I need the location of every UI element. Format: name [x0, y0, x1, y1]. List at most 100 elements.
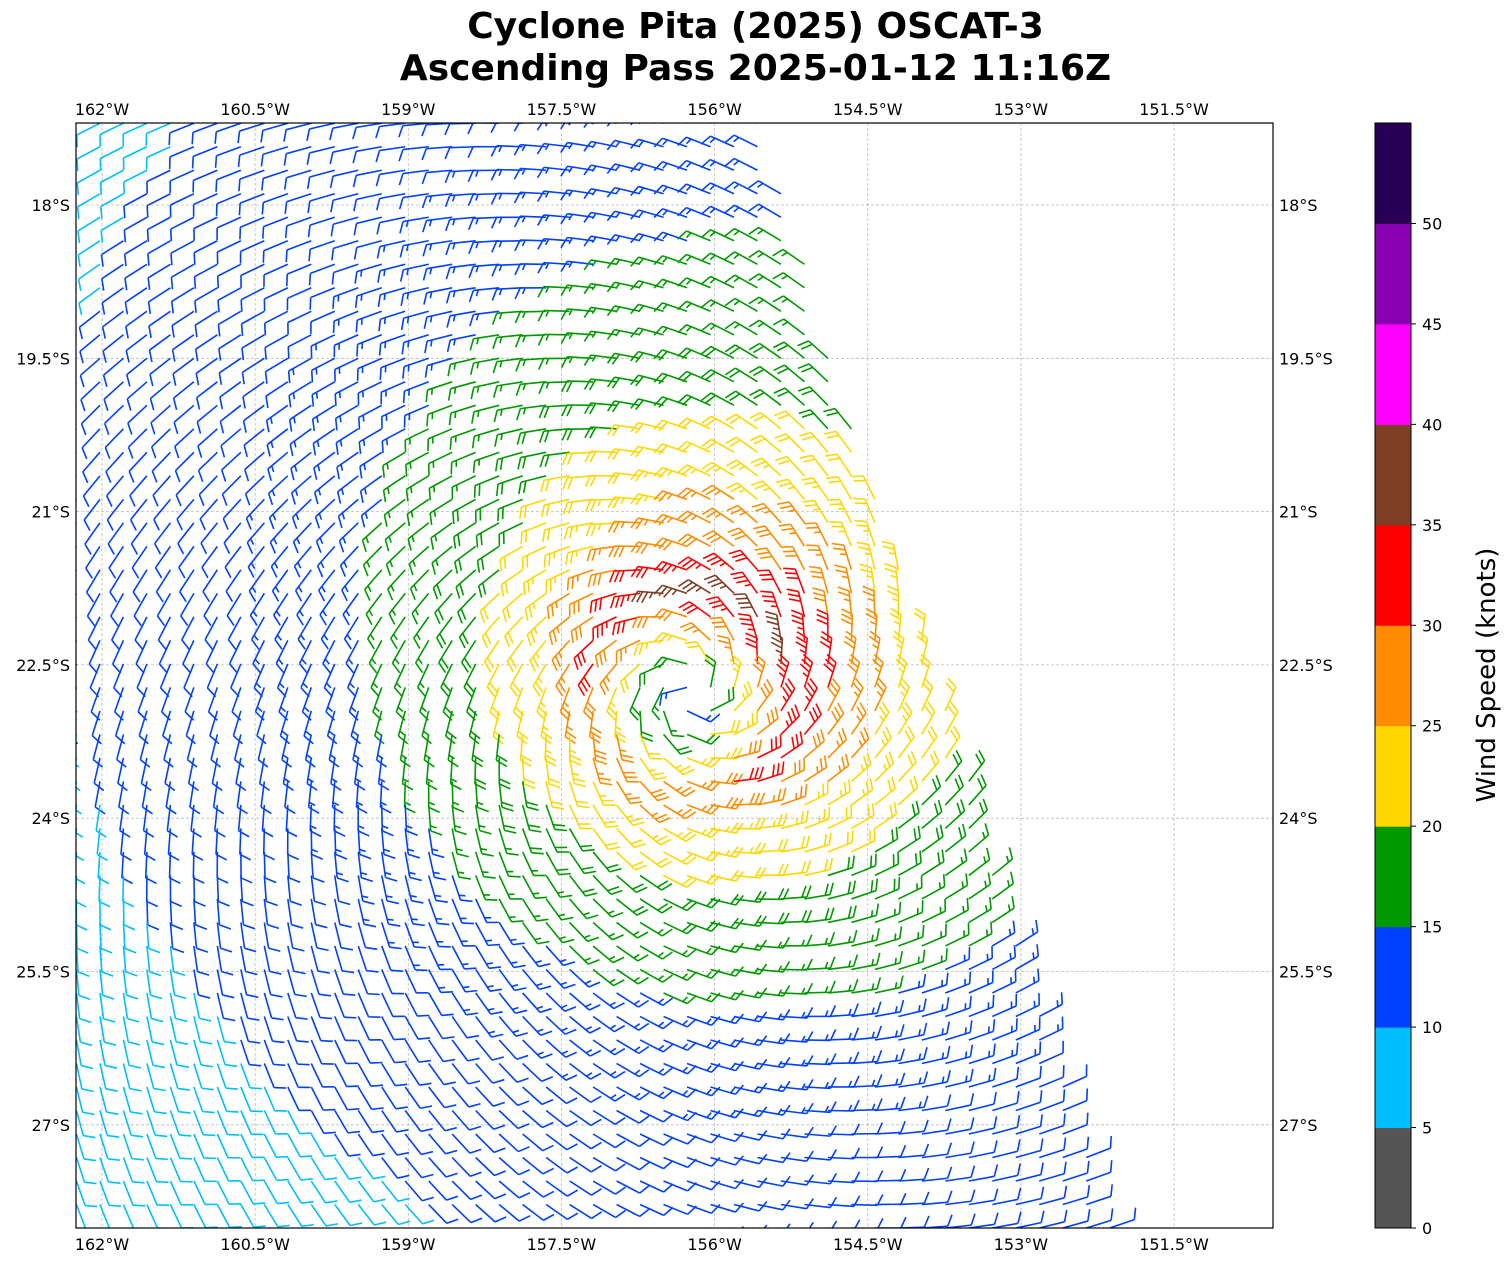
barb-staff [739, 549, 759, 571]
barb-full [916, 635, 927, 645]
wind-barb [498, 922, 525, 946]
barb-full [219, 396, 224, 410]
wind-barb [545, 921, 575, 944]
barb-full [920, 653, 931, 664]
wind-barb [310, 875, 327, 906]
barb-staff [310, 922, 318, 949]
barb-full [658, 515, 668, 526]
barb-full [138, 735, 149, 745]
barb-staff [451, 451, 476, 464]
barb-full [982, 798, 989, 811]
wind-barb [524, 592, 547, 621]
wind-barb [797, 340, 829, 359]
barb-full [583, 259, 592, 271]
wind-barb [156, 592, 172, 627]
barb-staff [827, 764, 850, 783]
barb-full [586, 701, 597, 712]
barb-full [801, 885, 807, 898]
barb-full [777, 912, 785, 924]
wind-barb [569, 898, 599, 920]
barb-half [983, 856, 987, 863]
wind-barb [316, 545, 336, 578]
barb-staff [489, 687, 500, 713]
wind-barb [451, 475, 477, 500]
barb-full [147, 301, 152, 314]
barb-full [724, 227, 736, 237]
barb-staff [218, 357, 242, 374]
barb-half [816, 766, 819, 773]
barb-staff [686, 780, 712, 792]
wind-barb [733, 739, 763, 759]
wind-barb [314, 498, 336, 529]
barb-full [289, 443, 294, 457]
wind-barb [850, 677, 864, 712]
barb-staff [76, 569, 78, 573]
wind-barb [262, 828, 275, 861]
wind-barb [653, 255, 688, 266]
wind-barb [865, 607, 878, 641]
barb-half [620, 497, 625, 505]
barb-full [309, 297, 312, 310]
barb-full [681, 419, 692, 429]
barb-full [863, 727, 870, 739]
wind-barb [427, 828, 445, 859]
barb-staff [827, 866, 853, 877]
barb-full [158, 663, 168, 674]
barb-full [846, 663, 857, 673]
barb-full [497, 508, 500, 522]
barb-staff [662, 733, 682, 755]
barb-half [893, 620, 901, 626]
wind-barb [92, 734, 104, 768]
barb-full [241, 372, 245, 385]
barb-half [1031, 928, 1035, 935]
barb-full [829, 907, 835, 920]
wind-barb [216, 875, 230, 907]
barb-staff [473, 286, 500, 292]
barb-full [919, 658, 930, 669]
wind-barb [220, 451, 242, 482]
barb-staff [264, 310, 289, 324]
wind-barb [102, 357, 124, 387]
barb-full [748, 226, 760, 235]
barb-half [408, 871, 416, 875]
barb-full [76, 947, 89, 954]
barb-half [782, 695, 788, 703]
wind-barb [393, 663, 406, 698]
barb-full [461, 632, 469, 645]
barb-full [367, 638, 375, 650]
wind-barb [710, 796, 744, 810]
wind-barb [724, 321, 758, 336]
barb-staff [241, 334, 265, 349]
wind-barb [663, 851, 697, 865]
barb-staff [555, 663, 571, 687]
barb-full [142, 806, 153, 815]
barb-staff [380, 875, 388, 902]
barb-full [567, 501, 574, 514]
barb-full [471, 759, 483, 768]
barb-full [753, 391, 765, 400]
wind-barb [653, 608, 688, 622]
barb-full [656, 857, 668, 866]
barb-full [752, 663, 763, 673]
wind-barb [94, 781, 106, 815]
barb-half [521, 287, 526, 295]
barb-full [112, 663, 122, 674]
barb-staff [385, 545, 406, 565]
barb-staff [209, 710, 219, 737]
barb-staff [180, 592, 195, 617]
wind-barb [355, 310, 383, 333]
barb-full [724, 204, 735, 214]
barb-full [845, 753, 850, 766]
wind-barb [354, 263, 382, 284]
wind-barb [563, 498, 594, 515]
barb-full [131, 567, 140, 579]
barb-full [368, 662, 378, 674]
barb-full [519, 507, 523, 520]
barb-full [477, 806, 489, 813]
barb-staff [782, 295, 805, 312]
wind-barb [521, 781, 539, 811]
wind-barb [467, 216, 500, 230]
wind-barb [381, 428, 406, 454]
barb-full [702, 530, 714, 538]
barb-staff [663, 804, 687, 820]
